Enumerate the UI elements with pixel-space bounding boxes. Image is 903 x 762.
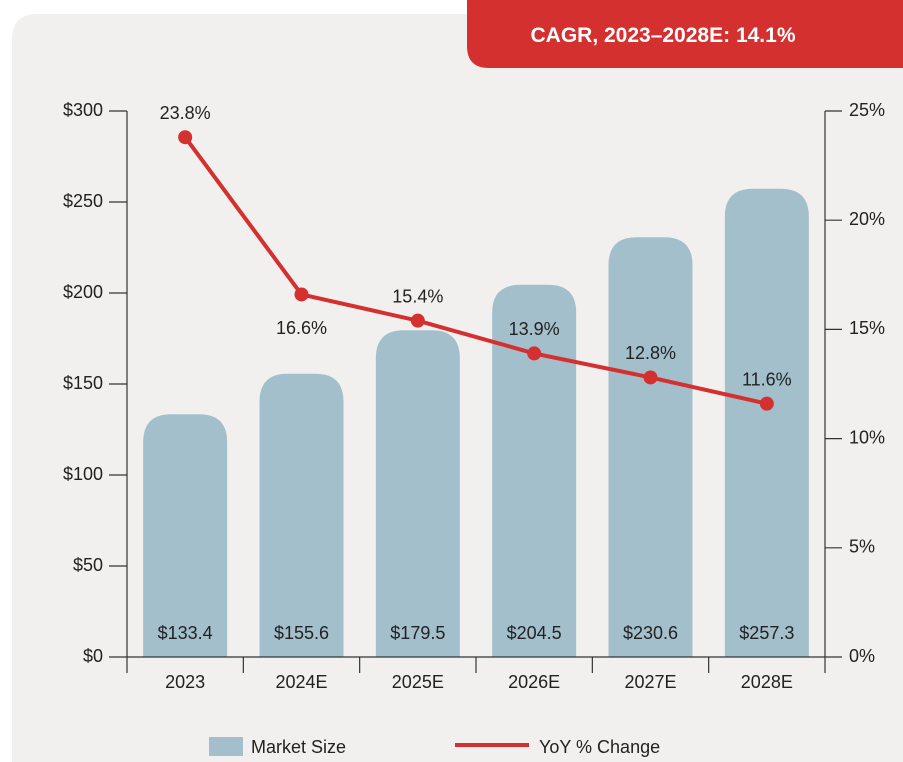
line-point [759,396,774,411]
bar-label: $155.6 [274,623,329,643]
legend-label: YoY % Change [539,737,660,757]
x-tick-label: 2023 [165,672,205,692]
bar [259,373,344,657]
badge-text: CAGR, 2023–2028E: 14.1% [530,24,795,47]
line-label: 11.6% [742,369,792,389]
line-label: 16.6% [276,318,327,338]
line-label: 15.4% [392,286,443,306]
bar-label: $204.5 [507,623,562,643]
line-point [527,346,542,361]
bar [608,237,693,658]
y2-tick-label: 15% [849,318,885,338]
y2-tick-label: 0% [849,646,875,666]
bar-label: $179.5 [390,623,445,643]
legend-label: Market Size [251,737,346,757]
y2-tick-label: 10% [849,427,885,447]
line-point [294,287,309,302]
x-tick-label: 2028E [741,672,793,692]
y2-tick-label: 25% [849,100,885,120]
y-tick-label: $200 [63,282,103,302]
bar [375,330,460,657]
x-tick-label: 2024E [275,672,327,692]
badge-label: CAGR, 2023–2028E: [530,24,730,47]
legend-swatch [209,737,243,756]
y2-tick-label: 20% [849,209,885,229]
bar [143,414,228,657]
line-label: 23.8% [160,103,211,123]
bar-label: $133.4 [158,623,213,643]
x-tick-label: 2026E [508,672,560,692]
line-point [178,130,193,145]
badge [467,0,903,68]
x-tick-label: 2025E [392,672,444,692]
line [183,136,768,406]
y-tick-label: $250 [63,191,103,211]
bar-label: $257.3 [739,623,794,643]
y-tick-label: $0 [83,646,103,666]
bar [492,284,577,657]
y-tick-label: $50 [73,555,103,575]
bar-label: $230.6 [623,623,678,643]
line-point [643,370,658,385]
line-label: 13.9% [509,319,560,339]
line-label: 12.8% [625,343,676,363]
y-tick-label: $150 [63,373,103,393]
y-tick-label: $100 [63,464,103,484]
bar [724,188,809,658]
y-tick-label: $300 [63,100,103,120]
y2-tick-label: 5% [849,537,875,557]
x-tick-label: 2027E [624,672,676,692]
line-point [410,313,425,328]
badge-value: 14.1% [736,24,796,47]
